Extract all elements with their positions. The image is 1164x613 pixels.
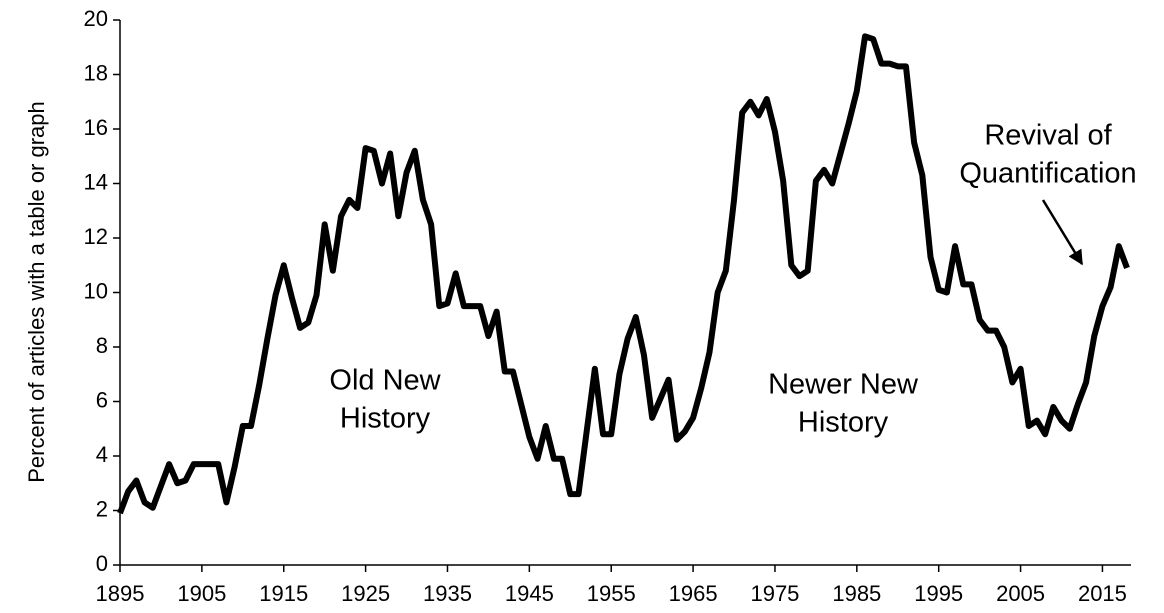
y-tick-label: 0 xyxy=(96,551,108,576)
y-tick-label: 20 xyxy=(84,6,108,31)
x-tick-label: 1925 xyxy=(341,581,390,606)
y-tick-label: 12 xyxy=(84,224,108,249)
x-tick-label: 2005 xyxy=(996,581,1045,606)
x-tick-label: 1935 xyxy=(423,581,472,606)
x-tick-label: 1895 xyxy=(96,581,145,606)
x-tick-label: 2015 xyxy=(1078,581,1127,606)
annotation-arrow xyxy=(1041,199,1084,266)
annotation: Quantification xyxy=(959,158,1136,190)
y-tick-label: 18 xyxy=(84,60,108,85)
y-tick-label: 10 xyxy=(84,278,108,303)
x-tick-label: 1995 xyxy=(914,581,963,606)
x-tick-label: 1945 xyxy=(505,581,554,606)
y-tick-label: 8 xyxy=(96,333,108,358)
y-tick-label: 6 xyxy=(96,387,108,412)
annotation: History xyxy=(798,407,889,439)
annotation: Revival of xyxy=(984,120,1112,152)
y-tick-label: 14 xyxy=(84,169,108,194)
x-tick-label: 1965 xyxy=(669,581,718,606)
y-axis-label: Percent of articles with a table or grap… xyxy=(24,101,49,483)
y-tick-label: 4 xyxy=(96,442,108,467)
x-tick-label: 1985 xyxy=(832,581,881,606)
y-tick-label: 16 xyxy=(84,115,108,140)
data-line xyxy=(117,33,1130,515)
annotation: Newer New xyxy=(768,369,919,401)
y-tick-label: 2 xyxy=(96,496,108,521)
annotation: History xyxy=(340,403,431,435)
x-tick-label: 1915 xyxy=(259,581,308,606)
x-tick-label: 1955 xyxy=(587,581,636,606)
x-tick-label: 1975 xyxy=(750,581,799,606)
annotation: Old New xyxy=(329,365,441,397)
x-tick-label: 1905 xyxy=(177,581,226,606)
